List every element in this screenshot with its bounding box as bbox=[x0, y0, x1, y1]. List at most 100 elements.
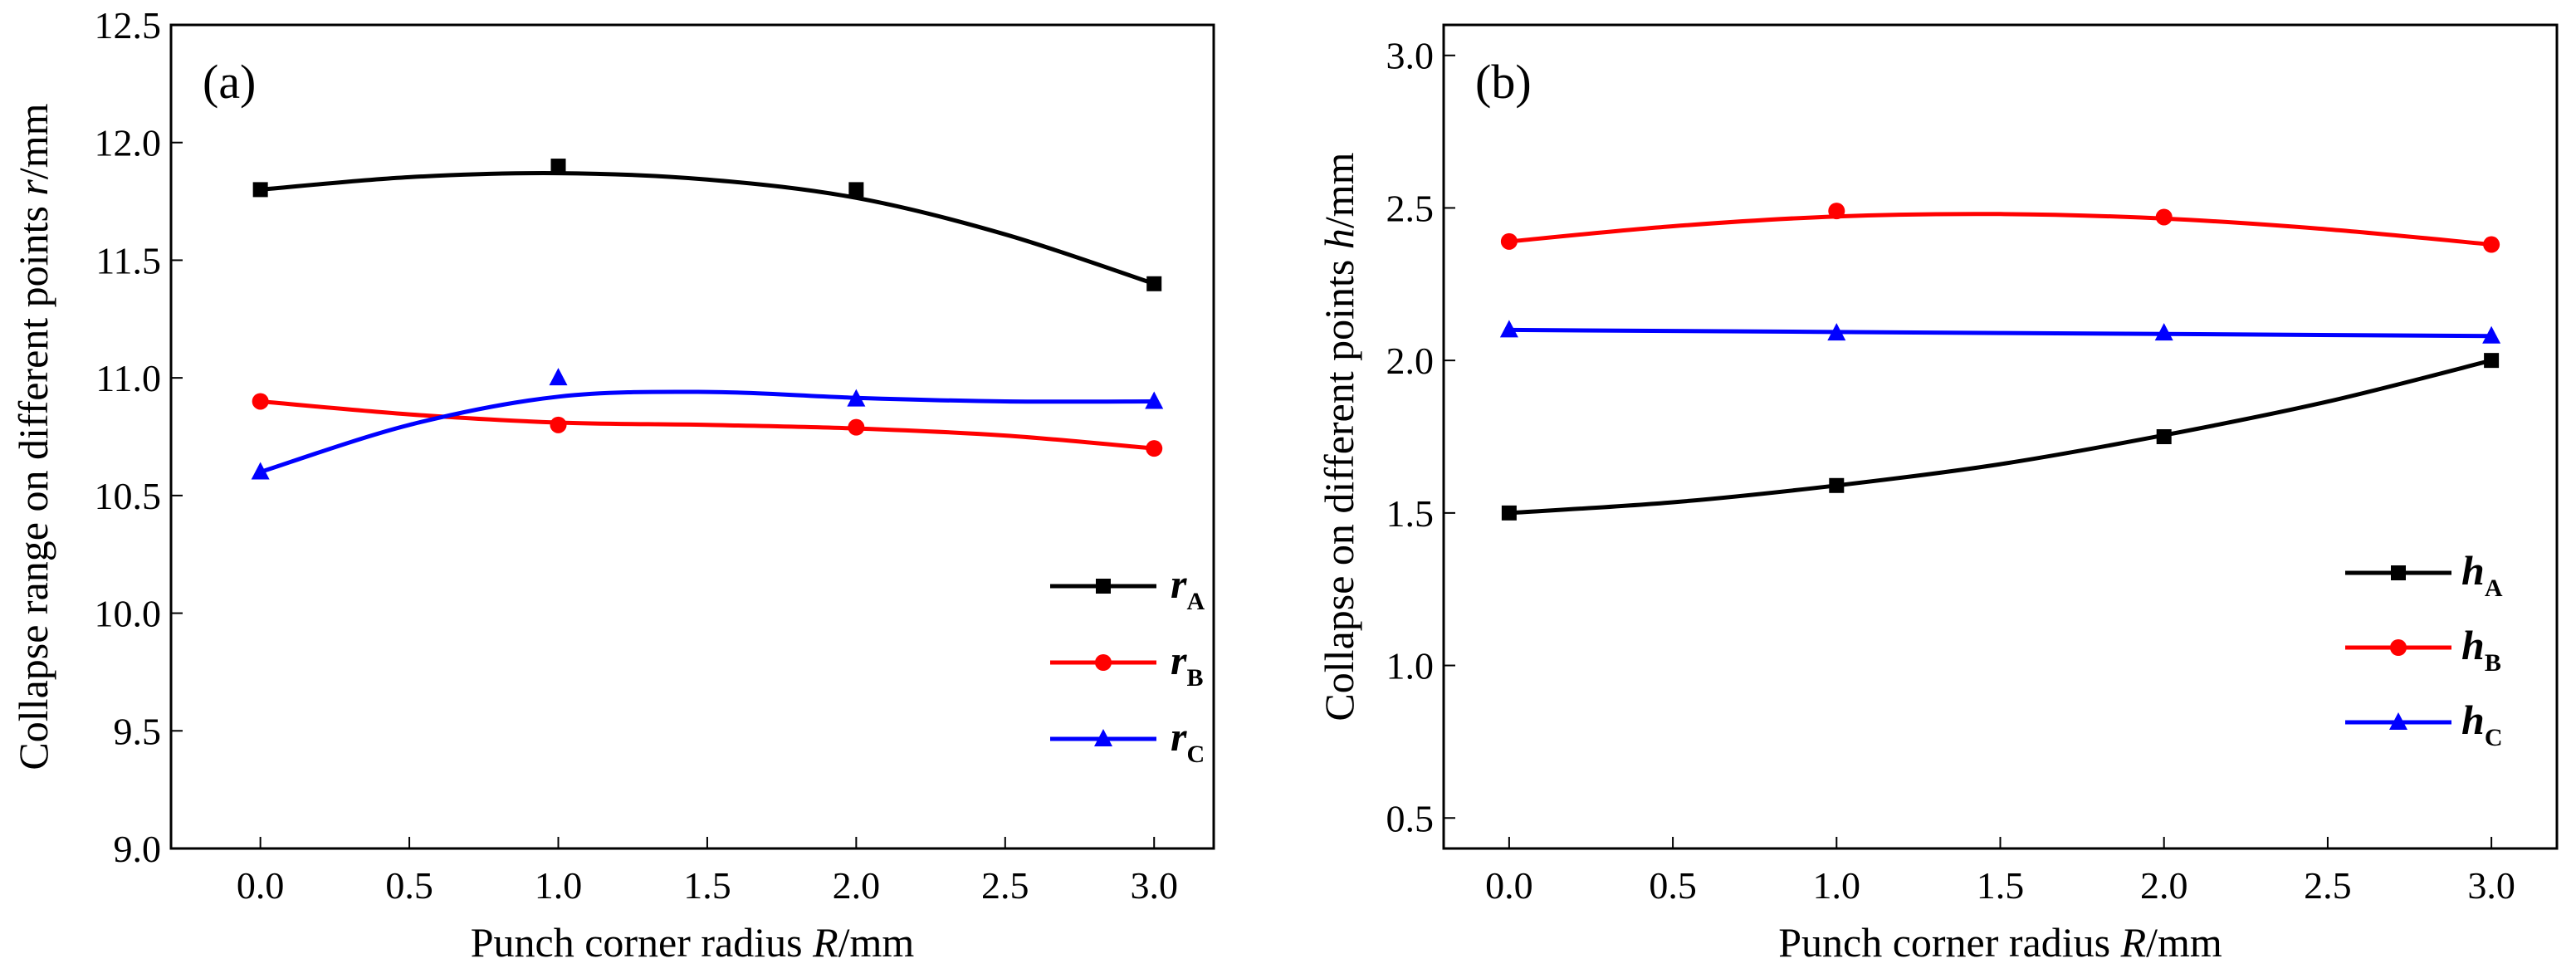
legend-label-sub: C bbox=[1186, 741, 1205, 768]
legend-label-var: h bbox=[2461, 697, 2485, 743]
data-point bbox=[2483, 236, 2500, 253]
data-point bbox=[847, 389, 866, 407]
legend-label: rA bbox=[1171, 560, 1205, 615]
x-tick-label: 0.5 bbox=[1649, 864, 1697, 907]
series-fit-curve bbox=[1507, 327, 2494, 339]
legend-marker bbox=[1094, 729, 1112, 746]
x-axis-title-var: R bbox=[2120, 919, 2147, 966]
y-axis-title-var: r bbox=[10, 179, 56, 196]
data-point bbox=[251, 462, 270, 480]
x-tick-label: 2.5 bbox=[2304, 864, 2352, 907]
data-point bbox=[2482, 325, 2501, 344]
legend-label: hA bbox=[2461, 547, 2503, 602]
data-point bbox=[550, 416, 567, 433]
data-point bbox=[1827, 323, 1846, 341]
x-axis-title-var: R bbox=[812, 919, 838, 966]
x-tick-label: 0.5 bbox=[385, 864, 433, 907]
series-fit-curve bbox=[1507, 212, 2494, 247]
y-tick-label: 2.5 bbox=[1386, 187, 1435, 229]
plot-frame bbox=[169, 23, 1215, 850]
panel-a-chart: 0.0 0.5 1.0 1.5 2.0 2.5 3.0 9.0 9.5 10.0 10.5 11.0 1… bbox=[10, 4, 1215, 966]
panel-label: (b) bbox=[1475, 55, 1532, 109]
x-tick-label: 1.0 bbox=[1813, 864, 1861, 907]
x-tick-label: 0.0 bbox=[1485, 864, 1533, 907]
x-tick-label: 2.0 bbox=[833, 864, 881, 907]
legend-marker bbox=[2391, 565, 2406, 580]
y-tick-label: 9.5 bbox=[114, 710, 162, 752]
data-point bbox=[1145, 391, 1164, 409]
x-axis-title-unit: /mm bbox=[2146, 919, 2222, 966]
data-point bbox=[2156, 429, 2172, 444]
data-point bbox=[550, 159, 566, 174]
series-rA bbox=[252, 159, 1162, 291]
data-point bbox=[252, 393, 269, 410]
y-axis-title: Collapse range on different points r/mm bbox=[10, 103, 56, 770]
series-fit-curve bbox=[258, 399, 1156, 451]
legend-label: rB bbox=[1171, 637, 1203, 692]
x-tick-label: 1.5 bbox=[1977, 864, 2025, 907]
y-axis-title-var: h bbox=[1316, 228, 1362, 249]
series-fit-curve bbox=[258, 389, 1156, 474]
y-axis-title-unit: /mm bbox=[1316, 152, 1362, 228]
y-tick-label: 12.0 bbox=[95, 122, 162, 164]
data-point bbox=[1146, 276, 1162, 291]
x-axis-title-text: Punch corner radius bbox=[1778, 919, 2120, 966]
y-tick-label: 9.0 bbox=[114, 828, 162, 870]
x-tick-label: 1.5 bbox=[683, 864, 731, 907]
legend-marker bbox=[2389, 712, 2407, 730]
data-point bbox=[1501, 505, 1517, 521]
legend-label-var: h bbox=[2461, 547, 2485, 594]
legend-marker bbox=[1096, 579, 1111, 594]
legend-label-sub: B bbox=[1186, 664, 1203, 692]
legend-label-sub: B bbox=[2485, 649, 2501, 677]
series-hC bbox=[1499, 320, 2501, 344]
data-point bbox=[848, 418, 865, 436]
y-axis-title: Collapse on different points h/mm bbox=[1316, 152, 1362, 721]
x-axis-title: Punch corner radius R/mm bbox=[1778, 919, 2222, 966]
x-tick-label: 2.0 bbox=[2140, 864, 2188, 907]
x-axis-title: Punch corner radius R/mm bbox=[471, 919, 915, 966]
legend-label-sub: A bbox=[1186, 588, 1205, 615]
data-point bbox=[252, 182, 268, 198]
data-point bbox=[1500, 232, 1518, 250]
legend-label: hC bbox=[2461, 697, 2502, 751]
panel-label: (a) bbox=[203, 55, 256, 109]
y-axis-title-unit: /mm bbox=[10, 103, 56, 179]
y-tick-label: 2.0 bbox=[1386, 340, 1435, 382]
y-tick-label: 10.0 bbox=[95, 593, 162, 635]
plot-frame bbox=[1442, 23, 2559, 850]
y-tick-label: 3.0 bbox=[1386, 35, 1435, 77]
series-hB bbox=[1500, 203, 2500, 253]
legend-label-var: r bbox=[1171, 637, 1187, 683]
data-point bbox=[549, 368, 568, 386]
data-point bbox=[1828, 203, 1845, 220]
legend-marker bbox=[2390, 639, 2407, 656]
x-tick-label: 3.0 bbox=[1130, 864, 1178, 907]
data-point bbox=[1146, 440, 1163, 457]
x-tick-label: 3.0 bbox=[2467, 864, 2515, 907]
y-axis-title-text: Collapse range on different points bbox=[10, 196, 56, 770]
panel-b-chart: 0.0 0.5 1.0 1.5 2.0 2.5 3.0 0.5 1.0 1.5 2.0 2.5 3.0 (… bbox=[1316, 23, 2559, 966]
y-tick-label: 11.5 bbox=[95, 239, 161, 281]
y-tick-label: 11.0 bbox=[95, 357, 161, 399]
legend-label-sub: C bbox=[2485, 724, 2503, 751]
data-point bbox=[848, 182, 864, 198]
data-point bbox=[1829, 477, 1845, 493]
x-tick-label: 1.0 bbox=[535, 864, 583, 907]
legend-label-var: h bbox=[2461, 622, 2485, 668]
data-point bbox=[2484, 353, 2500, 369]
legend-label-var: r bbox=[1171, 560, 1187, 607]
series-rB bbox=[252, 393, 1163, 457]
y-axis-title-text: Collapse on different points bbox=[1316, 249, 1362, 721]
y-tick-label: 12.5 bbox=[95, 4, 162, 46]
legend-label-var: r bbox=[1171, 713, 1187, 760]
series-fit-curve bbox=[1507, 358, 2494, 516]
y-tick-label: 1.5 bbox=[1386, 492, 1435, 535]
data-point bbox=[2155, 208, 2173, 226]
x-tick-label: 2.5 bbox=[981, 864, 1029, 907]
data-point bbox=[1499, 320, 1518, 338]
x-axis-title-text: Punch corner radius bbox=[471, 919, 813, 966]
legend-marker bbox=[1095, 654, 1112, 671]
data-point bbox=[2154, 323, 2173, 341]
